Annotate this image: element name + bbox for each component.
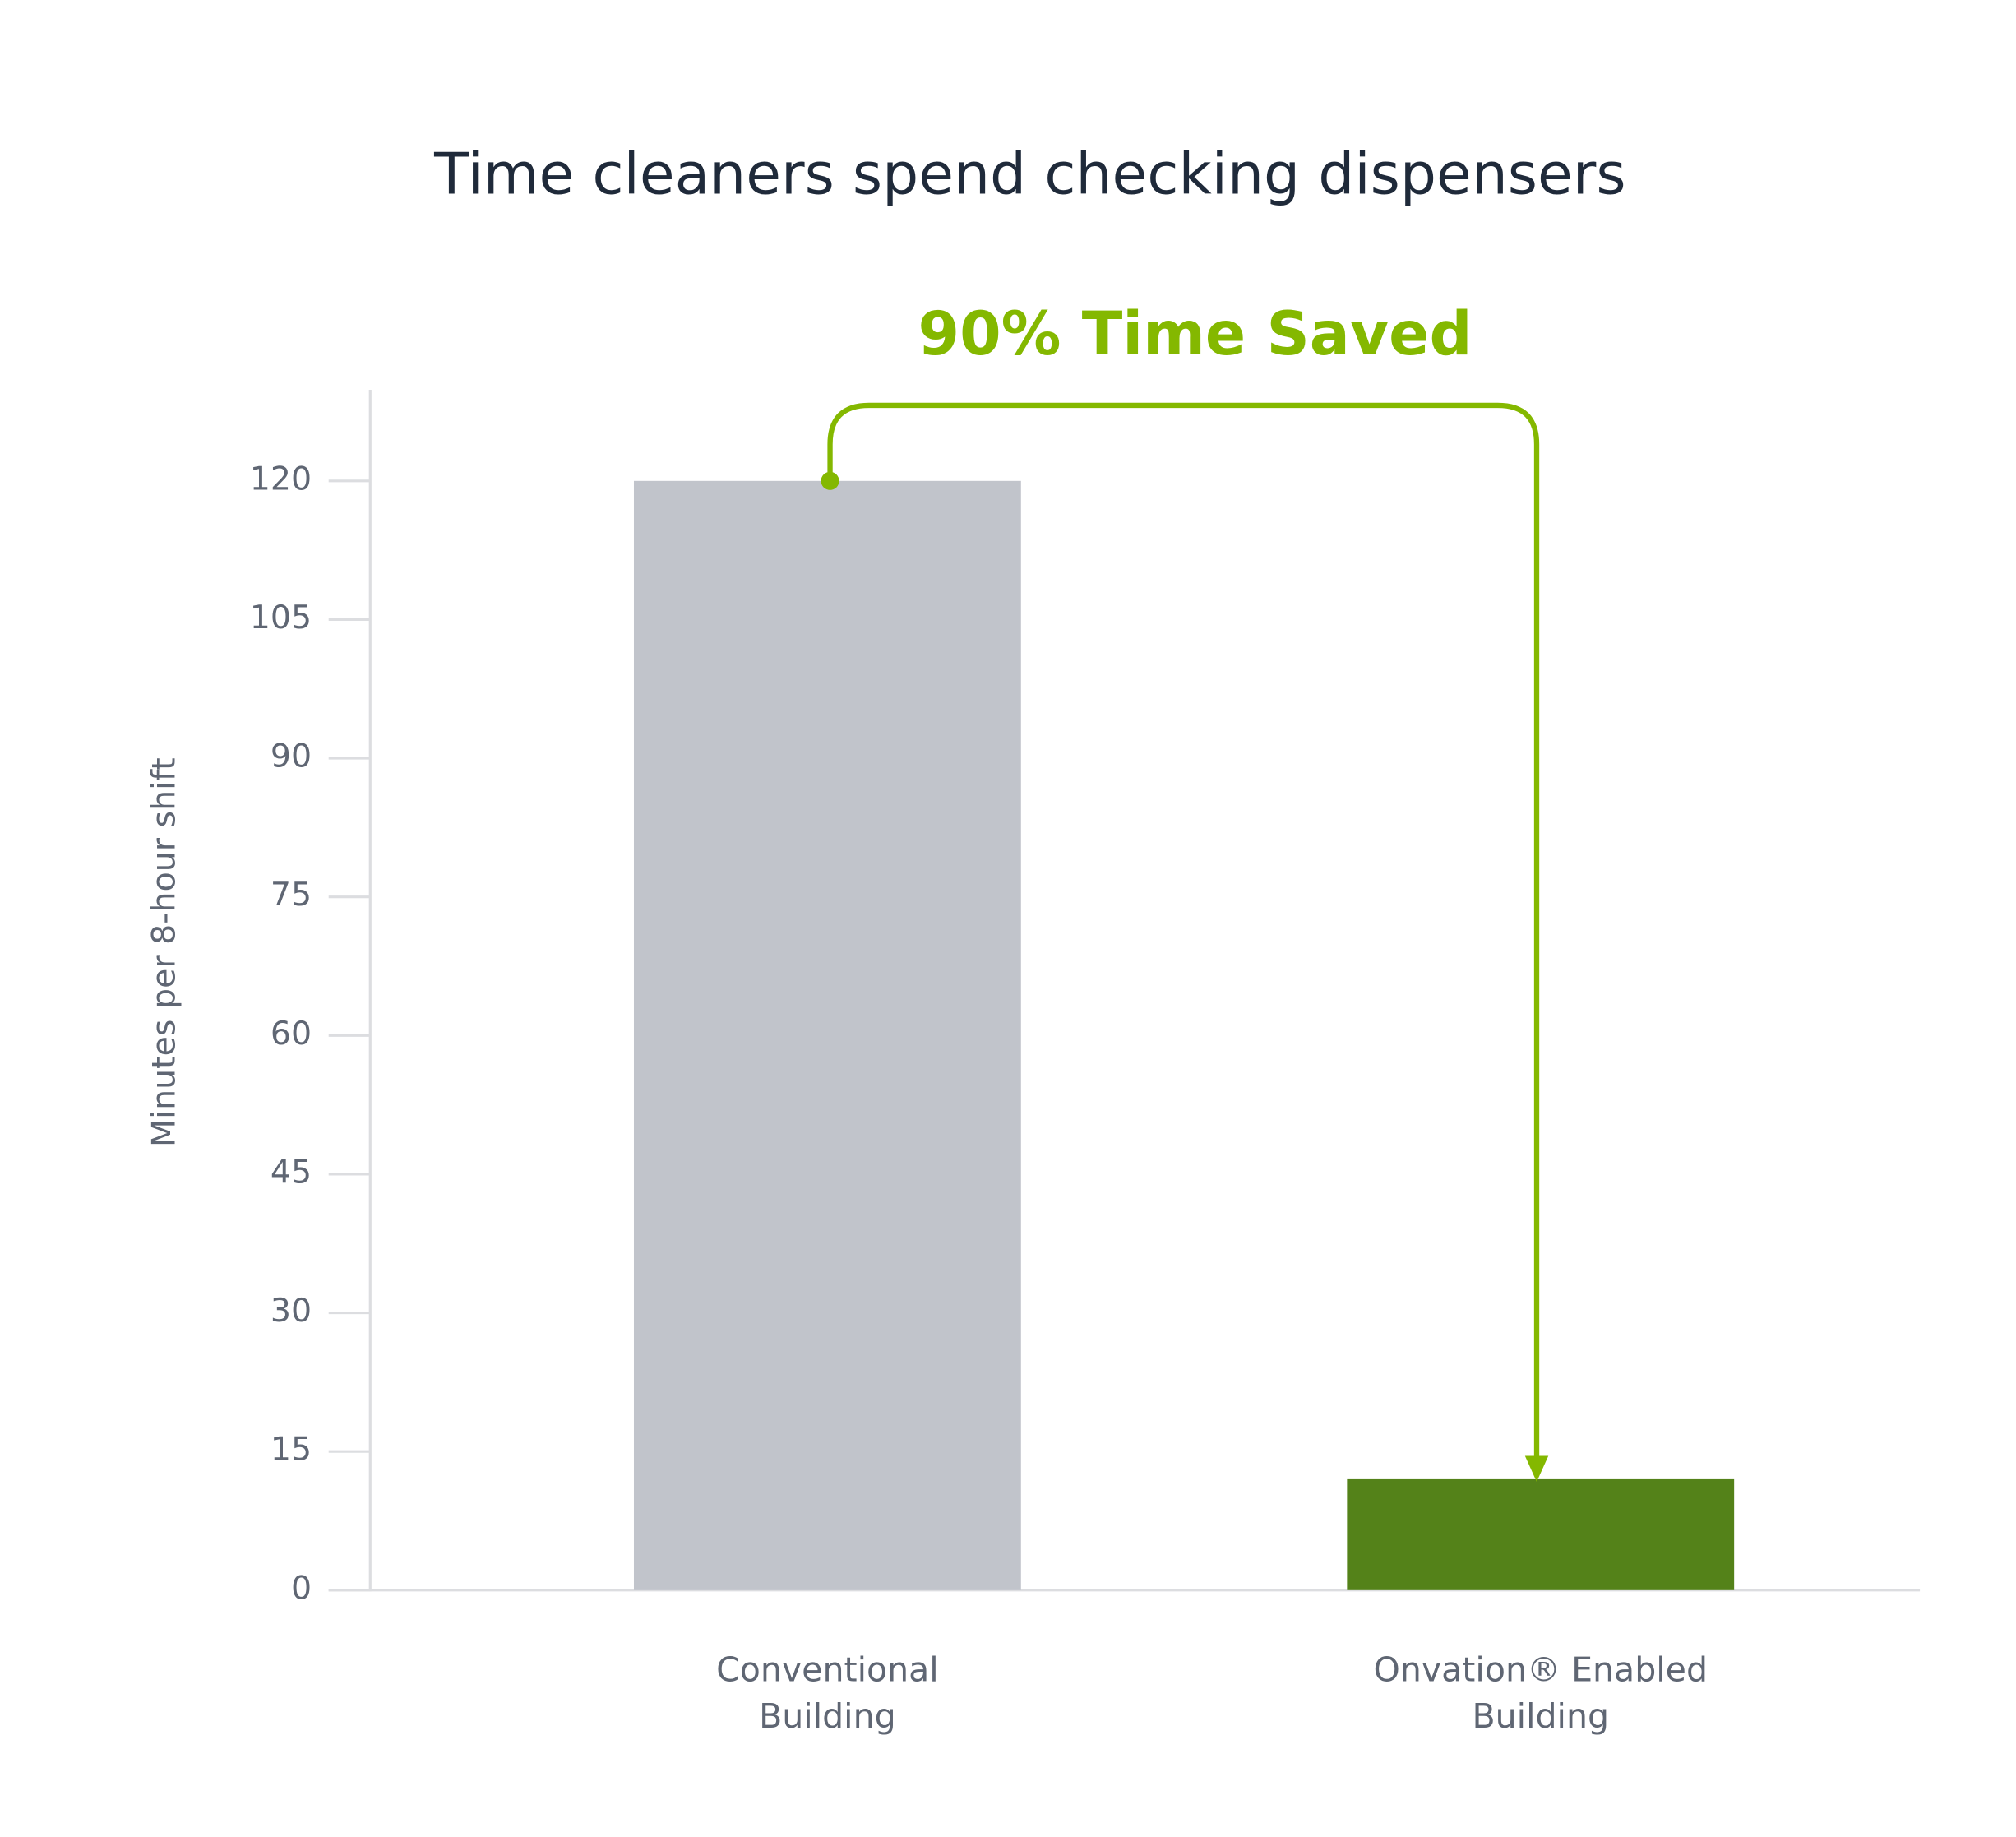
y-tick-label: 30 bbox=[270, 1292, 312, 1330]
y-tick-label: 75 bbox=[270, 876, 312, 914]
annotation: 90% Time Saved bbox=[918, 300, 1473, 369]
y-tick-label: 60 bbox=[270, 1015, 312, 1053]
y-tick-label: 15 bbox=[270, 1431, 312, 1469]
y-tick-label: 0 bbox=[291, 1569, 312, 1607]
x-tick-label: Onvation® Enabled bbox=[1373, 1650, 1708, 1689]
y-tick-label: 105 bbox=[250, 599, 312, 636]
connector-dot bbox=[821, 471, 839, 490]
arrow-head bbox=[1524, 1455, 1549, 1483]
x-tick-label: Building bbox=[1472, 1696, 1609, 1736]
y-tick-label: 45 bbox=[270, 1153, 312, 1191]
connector bbox=[827, 402, 1540, 1461]
chart-title: Time cleaners spend checking dispensers bbox=[433, 141, 1625, 207]
x-tick-label: Conventional bbox=[716, 1650, 939, 1689]
x-tick-label: Building bbox=[759, 1696, 896, 1736]
y-tick-label: 120 bbox=[250, 460, 312, 497]
bar bbox=[633, 480, 1021, 1590]
bar bbox=[1347, 1478, 1735, 1590]
y-tick-label: 90 bbox=[270, 738, 312, 775]
y-axis-label: Minutes per 8-hour shift bbox=[146, 757, 183, 1147]
